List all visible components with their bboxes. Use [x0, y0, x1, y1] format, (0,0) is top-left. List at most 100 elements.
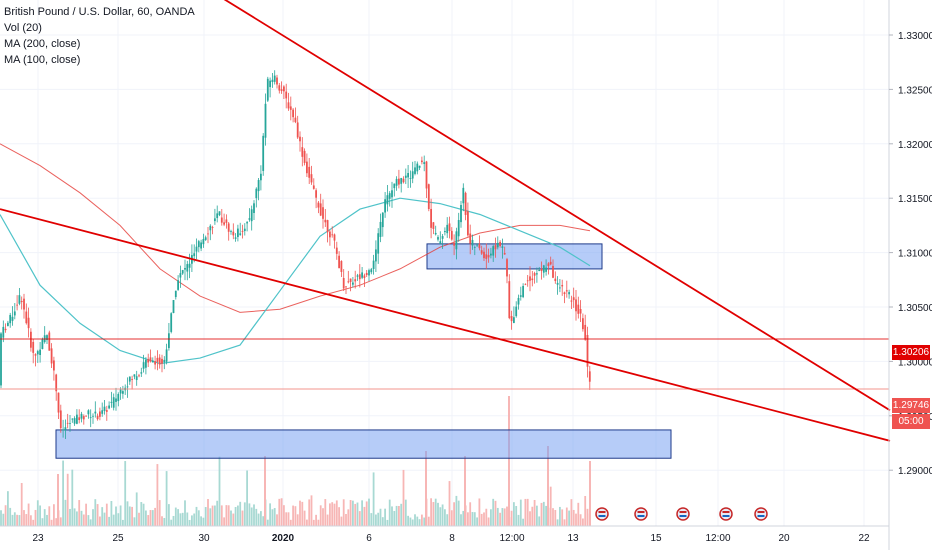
event-flag-stripe [757, 515, 765, 517]
candle-body [347, 281, 350, 283]
volume-spike [425, 451, 427, 526]
volume-bar [181, 512, 184, 526]
candle-body [478, 243, 481, 249]
volume-bar [317, 519, 320, 526]
volume-bar [579, 514, 582, 526]
volume-bar [103, 512, 106, 526]
candle-body [450, 230, 453, 240]
volume-bar [230, 510, 232, 526]
candle-body [287, 102, 290, 109]
volume-bar [62, 460, 64, 526]
candle-body [361, 272, 363, 278]
candle-body [232, 231, 235, 236]
time-tick-label: 12:00 [705, 533, 730, 544]
ma200-indicator-label[interactable]: MA (200, close) [4, 38, 81, 50]
volume-bar [473, 512, 476, 526]
candle-body [48, 332, 51, 351]
volume-bar [172, 515, 175, 526]
candle-body [218, 211, 221, 216]
volume-bar [243, 502, 246, 526]
volume-spike [547, 446, 549, 526]
volume-bar [135, 492, 138, 526]
volume-bar [517, 514, 520, 526]
candle-body [398, 178, 400, 185]
candle-body [172, 300, 175, 314]
symbol-title[interactable]: British Pound / U.S. Dollar, 60, OANDA [4, 6, 195, 18]
price-tick-label: 1.32500 [898, 85, 932, 96]
volume-bar [575, 513, 577, 526]
event-flag-icon[interactable] [676, 507, 690, 521]
volume-bar [168, 504, 170, 526]
candle-body [80, 413, 83, 419]
candle-body [110, 401, 113, 403]
candle-body [352, 282, 354, 285]
volume-spike [589, 461, 591, 526]
candlesticks [0, 70, 591, 439]
trendline[interactable] [0, 208, 891, 442]
candle-body [128, 376, 131, 382]
time-axis[interactable]: 23 25 30 2020 6 8 12:00 13 15 12:00 20 22 [32, 533, 870, 544]
volume-bar [248, 503, 251, 526]
volume-bar [471, 512, 474, 526]
candle-body [41, 339, 44, 349]
ma100-indicator-label[interactable]: MA (100, close) [4, 54, 81, 66]
candle-body [108, 405, 110, 409]
candle-body [547, 263, 550, 267]
event-flag-icon[interactable] [719, 507, 733, 521]
candle-body [133, 374, 136, 377]
candle-body [519, 295, 522, 297]
volume-bar [421, 514, 423, 526]
volume-bar [195, 506, 198, 526]
volume-bar [432, 502, 435, 526]
event-flag-icon[interactable] [754, 507, 768, 521]
volume-bar [561, 509, 564, 526]
zone-rectangle[interactable] [55, 429, 672, 459]
volume-bar [533, 499, 536, 526]
candle-body [315, 190, 317, 198]
candle-body [319, 203, 322, 216]
volume-bar [430, 498, 432, 526]
candle-body [55, 374, 58, 392]
volume-bar [568, 510, 570, 526]
event-flag-icon[interactable] [634, 507, 648, 521]
candle-body [200, 242, 202, 249]
volume-bar [393, 510, 396, 526]
volume-bar [444, 509, 446, 526]
economic-event-icons[interactable] [595, 507, 768, 521]
volume-bar [370, 513, 373, 526]
candle-body [584, 324, 587, 340]
volume-bar [142, 503, 145, 526]
volume-bar [76, 511, 78, 526]
moving-averages [0, 143, 591, 365]
volume-bar [32, 519, 35, 526]
trendline[interactable] [150, 0, 891, 412]
candle-body [202, 239, 205, 245]
event-flag-stripe [757, 511, 765, 513]
volume-bar [262, 516, 265, 526]
candle-body [170, 313, 173, 332]
event-flag-icon[interactable] [595, 507, 609, 521]
time-tick-label: 23 [32, 533, 44, 544]
candle-body [423, 162, 426, 165]
candle-body [588, 371, 591, 382]
candle-body [214, 218, 216, 222]
candle-body [2, 326, 5, 338]
price-tick-label: 1.31000 [898, 249, 932, 260]
candle-body [285, 91, 288, 99]
candle-body [73, 418, 76, 424]
volume-indicator-label[interactable]: Vol (20) [4, 22, 42, 34]
volume-bar [133, 517, 136, 526]
candle-body [421, 160, 423, 163]
candle-body [496, 242, 499, 248]
volume-bar [73, 508, 76, 526]
drawn-lines[interactable] [0, 0, 891, 442]
candle-body [329, 231, 331, 238]
candle-body [508, 281, 511, 319]
candle-body [92, 415, 94, 417]
candle-body [356, 275, 359, 277]
candle-body [503, 253, 506, 255]
candle-body [462, 187, 465, 204]
volume-bar [377, 512, 380, 526]
candle-body [326, 220, 329, 233]
